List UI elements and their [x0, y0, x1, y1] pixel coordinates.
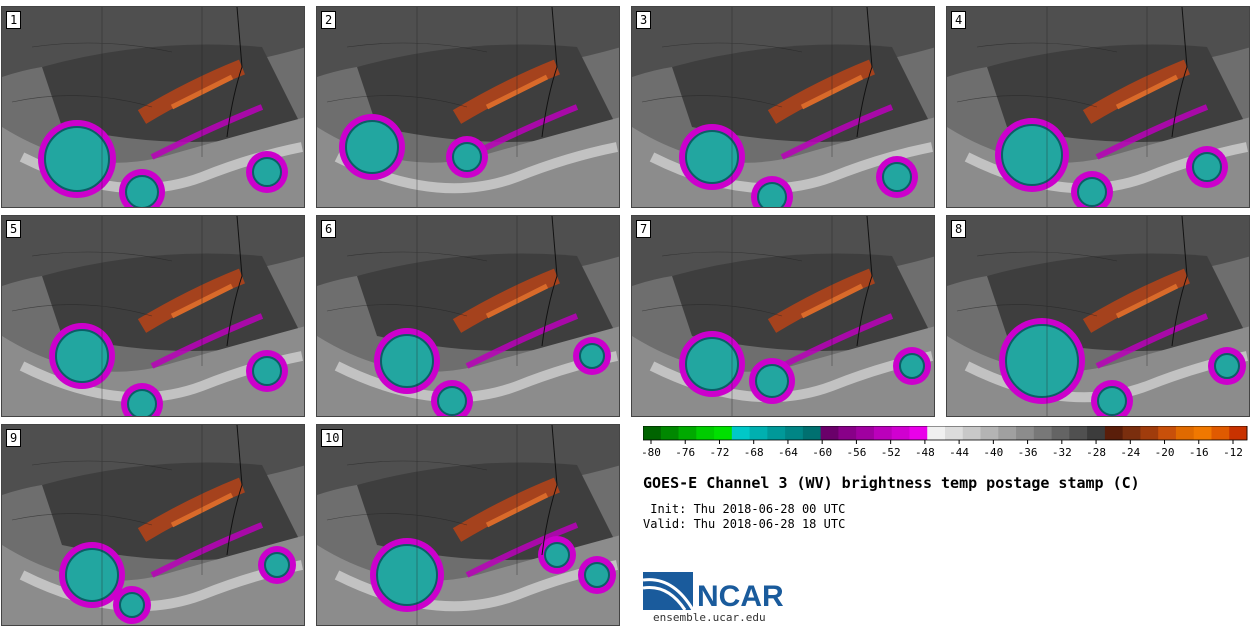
logo-url: ensemble.ucar.edu [653, 611, 766, 624]
colorbar-segment [1175, 426, 1195, 440]
colorbar-segment [927, 426, 946, 440]
colorbar-tick: -12 [1223, 446, 1243, 459]
colorbar-segment [749, 426, 768, 440]
colorbar-segment [820, 426, 839, 440]
panel-number: 10 [321, 429, 344, 447]
colorbar-segment [1229, 426, 1248, 440]
colorbar-segment [660, 426, 680, 440]
panel-number: 5 [6, 220, 22, 238]
colorbar-tick: -48 [915, 446, 935, 459]
colorbar-tick: -60 [812, 446, 832, 459]
colorbar-segment [1122, 426, 1141, 440]
colorbar-segment [731, 426, 751, 440]
colorbar-tick: -36 [1018, 446, 1038, 459]
colorbar-tick: -32 [1052, 446, 1072, 459]
colorbar-segment [998, 426, 1017, 440]
colorbar-segment [1069, 426, 1088, 440]
colorbar-segment [856, 426, 875, 440]
panel-number: 9 [6, 429, 22, 447]
colorbar-segment [1211, 426, 1230, 440]
panel-number: 6 [321, 220, 337, 238]
colorbar-tick: -24 [1120, 446, 1140, 459]
logo-text: NCAR [697, 580, 784, 612]
colorbar-segment [714, 426, 733, 440]
panel-number: 2 [321, 11, 337, 29]
colorbar-segment [1193, 426, 1212, 440]
colorbar-tick: -76 [675, 446, 695, 459]
panel-7: 7 [631, 215, 935, 417]
panel-6: 6 [316, 215, 620, 417]
colorbar-segment [643, 426, 662, 440]
colorbar-tick: -72 [710, 446, 730, 459]
panel-8: 8 [946, 215, 1250, 417]
colorbar-segment [1158, 426, 1177, 440]
colorbar-segment [1033, 426, 1053, 440]
colorbar-tick: -64 [778, 446, 798, 459]
panel-3: 3 [631, 6, 935, 208]
panel-4: 4 [946, 6, 1250, 208]
colorbar-tick: -28 [1086, 446, 1106, 459]
ncar-logo: NCAR [643, 572, 784, 612]
colorbar-segment [1140, 426, 1159, 440]
colorbar-segment [1104, 426, 1124, 440]
panel-number: 1 [6, 11, 22, 29]
colorbar-segment [838, 426, 857, 440]
panel-number: 3 [636, 11, 652, 29]
colorbar-tick: -20 [1155, 446, 1175, 459]
colorbar-tick: -80 [643, 446, 661, 459]
colorbar-tick: -16 [1189, 446, 1209, 459]
colorbar-segment [1016, 426, 1035, 440]
colorbar-tick: -56 [846, 446, 866, 459]
colorbar-segment [785, 426, 804, 440]
colorbar-segment [962, 426, 982, 440]
colorbar-segment [696, 426, 715, 440]
panel-1: 1 [1, 6, 305, 208]
colorbar-segment [678, 426, 697, 440]
panel-10: 10 [316, 424, 620, 626]
colorbar-segment [1051, 426, 1070, 440]
init-time: Init: Thu 2018-06-28 00 UTC [643, 502, 846, 516]
colorbar-tick: -44 [949, 446, 969, 459]
colorbar-tick: -40 [983, 446, 1003, 459]
colorbar-segment [1087, 426, 1106, 440]
colorbar: -80 -76 -72 -68 -64 -60 -56 -52 -48 -44 -40 -36 -32 -… [643, 426, 1248, 459]
colorbar-tick: -52 [881, 446, 901, 459]
colorbar-segment [767, 426, 786, 440]
panel-number: 7 [636, 220, 652, 238]
panel-number: 4 [951, 11, 967, 29]
panel-9: 9 [1, 424, 305, 626]
panel-number: 8 [951, 220, 967, 238]
colorbar-segment [802, 426, 822, 440]
colorbar-segment [909, 426, 928, 440]
colorbar-segment [980, 426, 999, 440]
valid-time: Valid: Thu 2018-06-28 18 UTC [643, 517, 846, 531]
panel-2: 2 [316, 6, 620, 208]
colorbar-tick: -68 [744, 446, 764, 459]
colorbar-segment [891, 426, 910, 440]
colorbar-segment [945, 426, 964, 440]
figure-title: GOES-E Channel 3 (WV) brightness temp po… [643, 474, 1140, 492]
colorbar-segment [873, 426, 893, 440]
panel-5: 5 [1, 215, 305, 417]
